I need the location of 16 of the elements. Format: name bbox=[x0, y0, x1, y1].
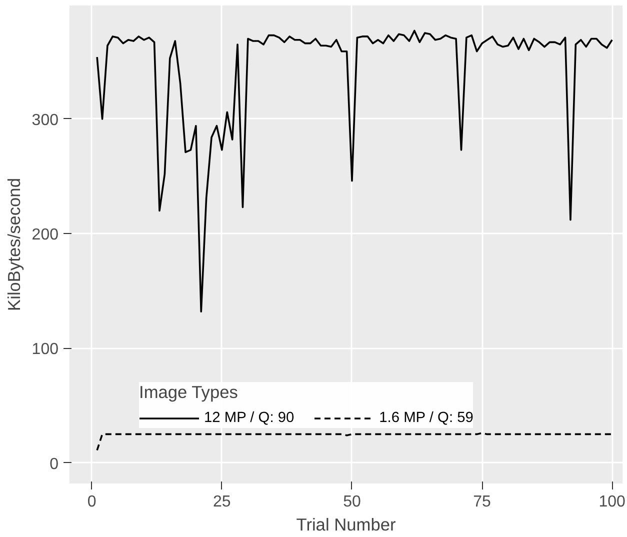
y-axis-title: KiloBytes/second bbox=[4, 178, 24, 311]
x-tick-label: 100 bbox=[598, 494, 626, 510]
x-tick-label: 25 bbox=[213, 494, 231, 510]
legend-label: 1.6 MP / Q: 59 bbox=[379, 410, 474, 426]
y-tick-label: 100 bbox=[32, 341, 59, 358]
line-series bbox=[96, 432, 613, 452]
line-series bbox=[96, 30, 613, 312]
y-tick-label: 200 bbox=[32, 226, 59, 244]
y-tick-label: 0 bbox=[50, 456, 59, 473]
x-axis-title: Trial Number bbox=[296, 514, 396, 534]
legend-title: Image Types bbox=[139, 382, 239, 403]
x-tick-label: 50 bbox=[343, 494, 361, 510]
legend-label: 12 MP / Q: 90 bbox=[204, 410, 294, 426]
y-tick-label: 300 bbox=[32, 112, 59, 129]
x-tick-label: 75 bbox=[473, 494, 492, 510]
x-tick-label: 0 bbox=[87, 494, 96, 510]
